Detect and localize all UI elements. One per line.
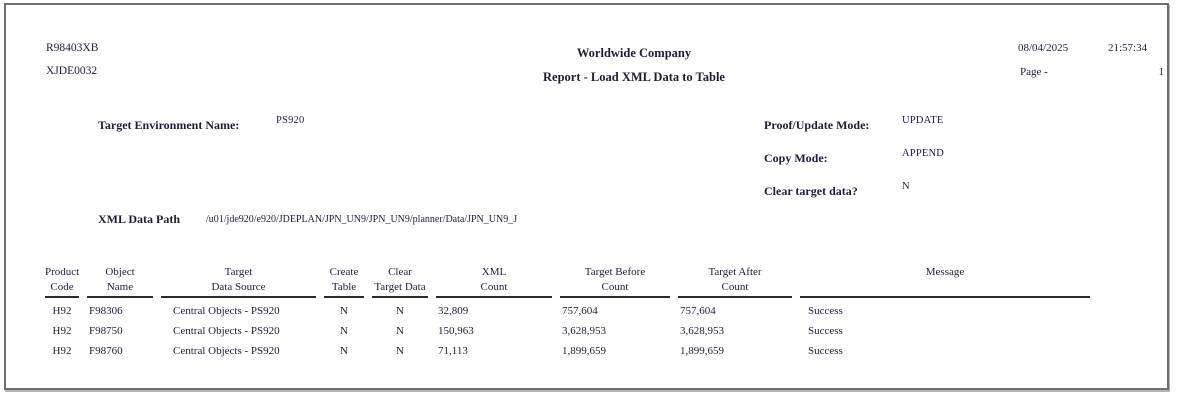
- header-target: Target: [224, 266, 253, 278]
- cell-message: Success: [808, 325, 843, 337]
- cell-message: Success: [808, 305, 843, 317]
- page-number: 1: [1158, 66, 1165, 78]
- company-name: Worldwide Company: [576, 46, 692, 60]
- cell-product-code: H92: [52, 345, 72, 357]
- clear-target-data-label: Clear target data?: [764, 184, 858, 198]
- table-header-row-2: Code Name Data Source Table Target Data …: [45, 280, 1090, 298]
- cell-before-count: 3,628,953: [562, 325, 606, 337]
- cell-product-code: H92: [52, 305, 72, 317]
- cell-clear-target: N: [396, 305, 404, 317]
- cell-message: Success: [808, 345, 843, 357]
- cell-after-count: 3,628,953: [680, 325, 724, 337]
- header-before-count: Count: [560, 280, 670, 298]
- header-code: Code: [45, 280, 79, 298]
- report-date: 08/04/2025: [1018, 42, 1069, 54]
- clear-target-data-value: N: [902, 181, 910, 192]
- cell-create-table: N: [340, 305, 348, 317]
- cell-object-name: F98750: [89, 325, 123, 337]
- table-row: H92 F98760 Central Objects - PS920 N N 7…: [45, 341, 1090, 361]
- copy-mode-label: Copy Mode:: [764, 151, 828, 165]
- header-target-data: Target Data: [372, 280, 428, 298]
- report-version: XJDE0032: [46, 65, 98, 77]
- xml-data-path-value: /u01/jde920/e920/JDEPLAN/JPN_UN9/JPN_UN9…: [206, 214, 518, 225]
- target-environment-label: Target Environment Name:: [98, 118, 240, 132]
- cell-after-count: 757,604: [680, 305, 716, 317]
- cell-create-table: N: [340, 345, 348, 357]
- report-title-block: Worldwide Company Report - Load XML Data…: [434, 41, 834, 89]
- cell-xml-count: 32,809: [438, 305, 469, 317]
- copy-mode-value: APPEND: [902, 148, 945, 159]
- header-target-after: Target After: [708, 266, 762, 278]
- cell-data-source: Central Objects - PS920: [173, 325, 280, 337]
- page-label: Page -: [1020, 66, 1048, 78]
- header-target-before: Target Before: [584, 266, 646, 278]
- cell-data-source: Central Objects - PS920: [173, 305, 280, 317]
- proof-update-mode-value: UPDATE: [902, 115, 944, 126]
- cell-clear-target: N: [396, 325, 404, 337]
- results-table: Product Object Target Create Clear XML T…: [37, 265, 1098, 361]
- target-environment-value: PS920: [276, 115, 305, 126]
- header-name: Name: [87, 280, 153, 298]
- header-table: Table: [324, 280, 364, 298]
- xml-data-path-label: XML Data Path: [98, 212, 180, 226]
- report-id: R98403XB: [46, 42, 99, 54]
- header-data-source: Data Source: [161, 280, 316, 298]
- report-time: 21:57:34: [1108, 42, 1148, 54]
- header-xml: XML: [481, 266, 507, 278]
- cell-create-table: N: [340, 325, 348, 337]
- cell-object-name: F98760: [89, 345, 123, 357]
- header-xml-count: Count: [436, 280, 552, 298]
- cell-object-name: F98306: [89, 305, 123, 317]
- cell-before-count: 1,899,659: [562, 345, 606, 357]
- cell-product-code: H92: [52, 325, 72, 337]
- header-create: Create: [329, 266, 359, 278]
- header-clear: Clear: [388, 266, 412, 278]
- header-message: Message: [925, 266, 965, 278]
- proof-update-mode-label: Proof/Update Mode:: [764, 118, 870, 132]
- report-title: Report - Load XML Data to Table: [543, 70, 725, 84]
- cell-clear-target: N: [396, 345, 404, 357]
- cell-after-count: 1,899,659: [680, 345, 724, 357]
- cell-xml-count: 71,113: [438, 345, 468, 357]
- header-message-spacer: [800, 280, 1090, 298]
- cell-data-source: Central Objects - PS920: [173, 345, 280, 357]
- header-after-count: Count: [678, 280, 792, 298]
- table-row: H92 F98750 Central Objects - PS920 N N 1…: [45, 321, 1090, 341]
- table-row: H92 F98306 Central Objects - PS920 N N 3…: [45, 298, 1090, 321]
- cell-xml-count: 150,963: [438, 325, 474, 337]
- report-page: R98403XB XJDE0032 Worldwide Company Repo…: [4, 3, 1169, 390]
- cell-before-count: 757,604: [562, 305, 598, 317]
- header-product: Product: [45, 266, 80, 278]
- table-header-row-1: Product Object Target Create Clear XML T…: [45, 265, 1090, 280]
- header-object: Object: [105, 266, 135, 278]
